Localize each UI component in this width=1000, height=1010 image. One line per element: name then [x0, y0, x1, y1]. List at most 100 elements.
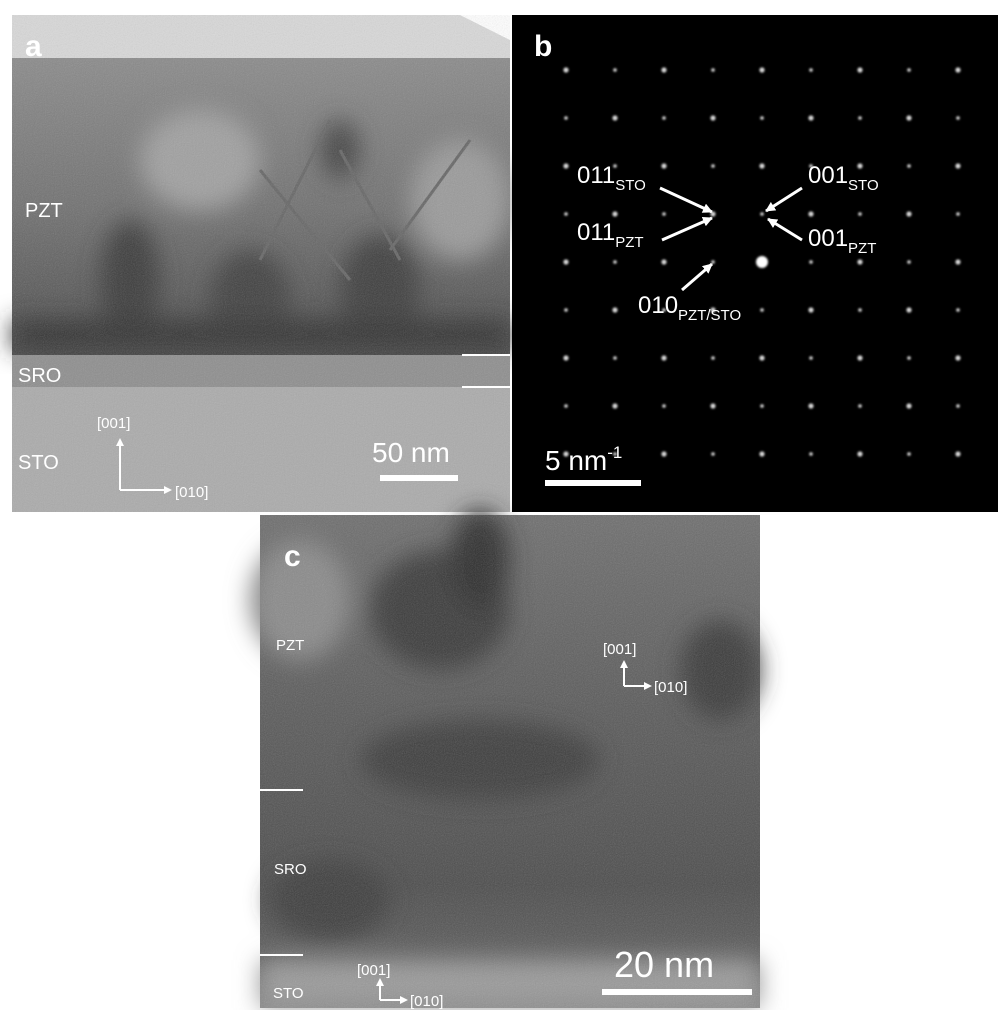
axis-label: [001] — [357, 962, 390, 979]
spot — [858, 116, 862, 120]
spot — [710, 115, 715, 120]
spot — [907, 68, 911, 72]
spot — [857, 67, 862, 72]
spot — [711, 164, 715, 168]
spot — [907, 260, 911, 264]
spot — [661, 67, 666, 72]
spot — [711, 452, 715, 456]
panel-c: c PZT SRO STO [001] [010] [001] [010] 20… — [250, 510, 760, 1010]
spot — [955, 163, 960, 168]
spot — [808, 403, 813, 408]
spot — [956, 116, 960, 120]
spot — [710, 403, 715, 408]
spot — [759, 67, 764, 72]
spot — [809, 68, 813, 72]
spot — [907, 356, 911, 360]
spot — [858, 308, 862, 312]
spot — [711, 356, 715, 360]
panel-a: a PZT SRO STO [001] [010] 50 nm — [12, 15, 510, 512]
spot — [857, 259, 862, 264]
spot — [662, 116, 666, 120]
spot — [759, 163, 764, 168]
layer-label: SRO — [18, 365, 61, 387]
axis-label: [001] — [603, 641, 636, 658]
spot — [564, 212, 568, 216]
spot — [857, 163, 862, 168]
panel-label: b — [534, 30, 552, 63]
spot — [906, 211, 911, 216]
spot — [906, 115, 911, 120]
spot — [612, 211, 617, 216]
spot — [760, 308, 764, 312]
axis-label: [001] — [97, 415, 130, 432]
spot — [563, 259, 568, 264]
axis-label: [010] — [654, 679, 687, 696]
spot — [808, 115, 813, 120]
spot — [613, 356, 617, 360]
figure: a PZT SRO STO [001] [010] 50 nm b 011STO… — [0, 0, 1000, 1010]
spot — [613, 68, 617, 72]
spot — [809, 452, 813, 456]
spot — [808, 307, 813, 312]
scale-bar — [545, 480, 641, 486]
spot — [661, 355, 666, 360]
spot — [612, 403, 617, 408]
spot — [955, 67, 960, 72]
spot — [906, 403, 911, 408]
spot — [808, 211, 813, 216]
spot — [760, 212, 764, 216]
spot — [907, 164, 911, 168]
layer-label: PZT — [25, 200, 63, 222]
spot — [563, 67, 568, 72]
panel-label: c — [284, 540, 301, 573]
spot — [711, 260, 715, 264]
scale-bar-label: 50 nm — [372, 437, 450, 468]
spot — [563, 163, 568, 168]
spot — [759, 451, 764, 456]
spot — [662, 404, 666, 408]
spot — [612, 307, 617, 312]
spot — [759, 355, 764, 360]
spot — [955, 355, 960, 360]
spot — [760, 116, 764, 120]
panel-bg — [512, 15, 998, 512]
scale-bar — [602, 989, 752, 995]
spot — [760, 404, 764, 408]
spot — [956, 308, 960, 312]
spot — [711, 68, 715, 72]
layer-label: SRO — [274, 861, 307, 878]
texture — [260, 515, 760, 1008]
scale-bar — [380, 475, 458, 481]
spot — [956, 404, 960, 408]
spot — [563, 355, 568, 360]
spot — [613, 260, 617, 264]
layer-label: STO — [273, 985, 304, 1002]
spot — [564, 308, 568, 312]
axis-label: [010] — [175, 484, 208, 501]
spot — [564, 404, 568, 408]
spot — [661, 163, 666, 168]
spot — [857, 355, 862, 360]
spot — [809, 356, 813, 360]
spot — [906, 307, 911, 312]
spot — [564, 116, 568, 120]
axis-label: [010] — [410, 993, 443, 1010]
spot — [612, 115, 617, 120]
spot — [858, 212, 862, 216]
panel-label: a — [25, 30, 42, 63]
spot — [809, 260, 813, 264]
spot — [858, 404, 862, 408]
spot — [857, 451, 862, 456]
spot — [955, 259, 960, 264]
scale-bar-label: 20 nm — [614, 944, 714, 985]
spot — [907, 452, 911, 456]
spot — [756, 256, 768, 268]
spot — [661, 451, 666, 456]
spot — [955, 451, 960, 456]
spot — [662, 212, 666, 216]
panel-b: b 011STO 011PZT 010PZT/STO 001STO 001PZT… — [512, 15, 998, 512]
spot — [661, 259, 666, 264]
layer-label: STO — [18, 452, 59, 474]
layer-label: PZT — [276, 637, 304, 654]
spot — [956, 212, 960, 216]
